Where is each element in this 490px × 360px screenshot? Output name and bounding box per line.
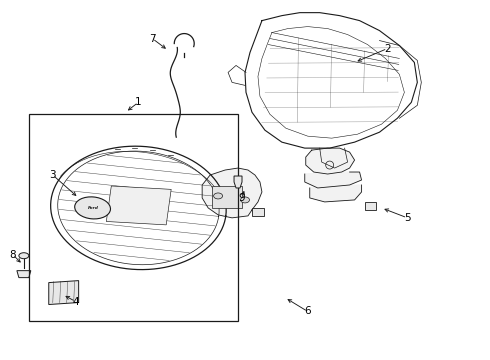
Text: 8: 8 [10,250,16,260]
Ellipse shape [214,193,222,199]
Text: Ford: Ford [88,206,98,210]
Ellipse shape [241,197,249,203]
Bar [252,208,264,216]
Polygon shape [305,172,362,188]
Text: 5: 5 [404,213,411,223]
Polygon shape [306,148,355,174]
Text: 9: 9 [239,193,245,203]
Ellipse shape [74,197,110,219]
Text: 6: 6 [304,306,311,316]
Polygon shape [310,185,362,202]
Ellipse shape [19,253,29,259]
Polygon shape [202,168,262,218]
Polygon shape [234,176,242,188]
Text: 1: 1 [135,97,142,107]
Bar [365,202,376,210]
Polygon shape [17,271,31,278]
Bar [29,114,238,321]
Text: 3: 3 [49,170,56,180]
Text: 2: 2 [384,44,391,54]
Text: 7: 7 [149,33,156,44]
Bar [212,186,242,208]
Polygon shape [106,186,171,225]
Text: 4: 4 [73,297,79,306]
Polygon shape [49,280,78,305]
